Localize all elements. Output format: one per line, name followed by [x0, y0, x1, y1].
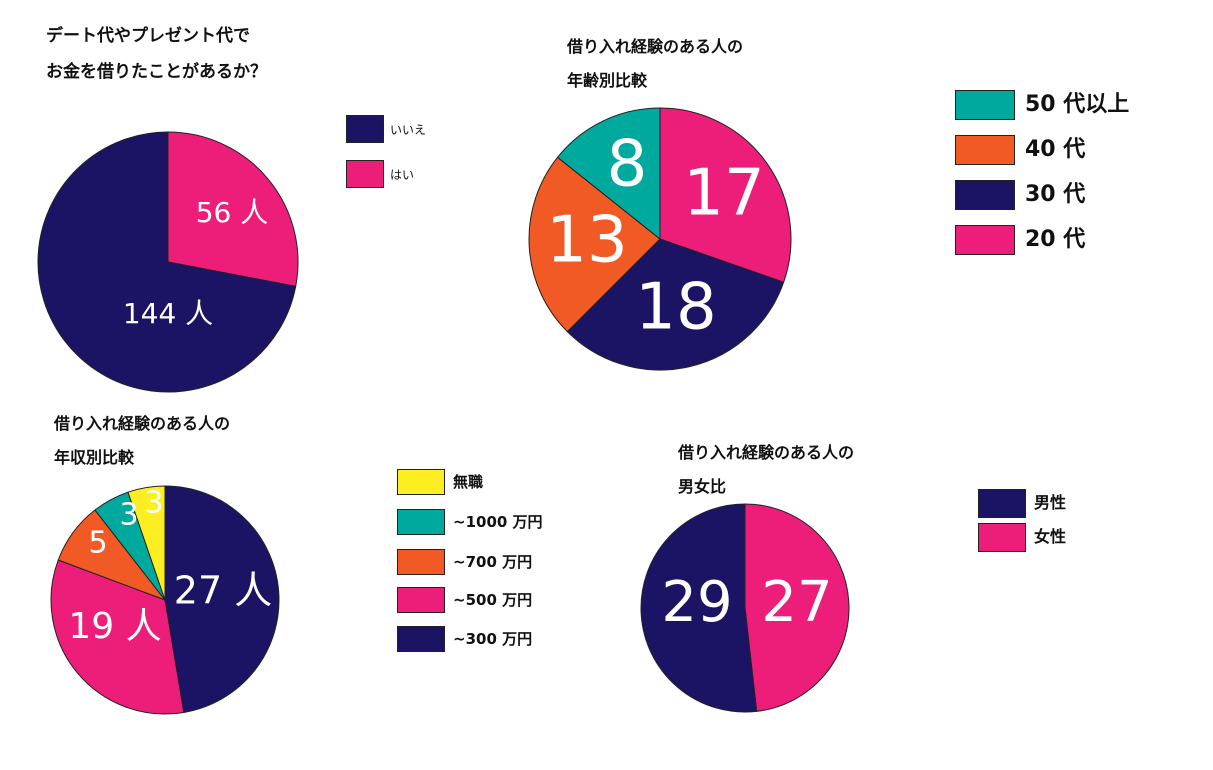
slice-label-1: 27 人 [174, 569, 272, 613]
legend-label: いいえ [390, 123, 427, 137]
legend-label: ~500 万円 [453, 591, 533, 609]
slice-label-2: 18 [635, 271, 716, 345]
chart2-title: 借り入れ経験のある人の 年齢別比較 [567, 30, 743, 98]
pie-slice-2 [50, 559, 185, 715]
pie-slice-3 [528, 156, 661, 333]
legend-label: 女性 [1034, 527, 1067, 546]
chart1-title-line2: お金を借りたことがあるか？ [46, 62, 267, 82]
slice-label-3: 5 [88, 526, 107, 561]
slice-label-4: 3 [119, 498, 138, 533]
slice-label-1: 27 [761, 570, 832, 635]
legend-swatch [397, 509, 445, 535]
chart4-title-line2: 男女比 [678, 477, 727, 496]
slice-label-3: 13 [546, 204, 627, 278]
legend-label: ~1000 万円 [453, 513, 543, 531]
chart4-title: 借り入れ経験のある人の 男女比 [678, 436, 854, 504]
chart1-title: デート代やプレゼント代で お金を借りたことがあるか？ [46, 18, 267, 90]
pie-slice-5 [127, 485, 166, 601]
pie-slice-2 [566, 238, 785, 371]
legend-swatch [955, 90, 1015, 120]
legend-swatch [978, 489, 1026, 518]
legend-label: ~700 万円 [453, 553, 533, 571]
pie-slice-1 [167, 131, 299, 287]
legend-swatch [978, 523, 1026, 552]
slice-label-1: 17 [683, 157, 764, 231]
slice-label-1: 56 人 [196, 196, 269, 229]
chart2-title-line1: 借り入れ経験のある人の [567, 37, 744, 56]
chart3-title-line1: 借り入れ経験のある人の [54, 414, 231, 433]
slice-label-2: 144 人 [123, 297, 213, 330]
slice-label-5: 3 [144, 486, 163, 521]
slice-label-4: 8 [607, 128, 648, 202]
pie-slice-1 [659, 107, 792, 283]
pie-slice-2 [37, 131, 297, 393]
legend-swatch [397, 549, 445, 575]
legend-label: 無職 [453, 473, 484, 491]
chart4-title-line1: 借り入れ経験のある人の [678, 443, 855, 462]
legend-swatch [397, 469, 445, 495]
pie-slice-1 [744, 503, 850, 712]
legend-swatch [955, 180, 1015, 210]
pie-chart-gender-ratio: 27 29 [640, 503, 850, 713]
pie-slice-1 [164, 485, 280, 714]
legend-label: 男性 [1034, 493, 1067, 512]
slice-label-2: 29 [661, 570, 732, 635]
legend-swatch [346, 115, 384, 143]
legend-swatch [397, 626, 445, 652]
legend-swatch [346, 160, 384, 188]
legend-label: はい [390, 168, 415, 182]
legend-label: 40 代 [1025, 137, 1086, 162]
pie-chart-income-comparison: 27 人19 人53 3 [50, 485, 280, 715]
slice-label-2: 19 人 [68, 606, 161, 647]
legend-label: 50 代以上 [1025, 92, 1130, 117]
chart1-title-line1: デート代やプレゼント代で [46, 26, 250, 46]
pie-slice-4 [556, 107, 661, 241]
legend-label: 30 代 [1025, 182, 1086, 207]
legend-swatch [397, 587, 445, 613]
pie-chart-borrowed-money: 56 人 144 人 [37, 131, 299, 393]
legend-swatch [955, 225, 1015, 255]
pie-slice-2 [640, 503, 758, 713]
legend-label: 20 代 [1025, 227, 1086, 252]
legend-label: ~300 万円 [453, 630, 533, 648]
chart3-title: 借り入れ経験のある人の 年収別比較 [54, 407, 230, 475]
chart2-title-line2: 年齢別比較 [567, 71, 648, 90]
legend-swatch [955, 135, 1015, 165]
chart3-title-line2: 年収別比較 [54, 448, 135, 467]
